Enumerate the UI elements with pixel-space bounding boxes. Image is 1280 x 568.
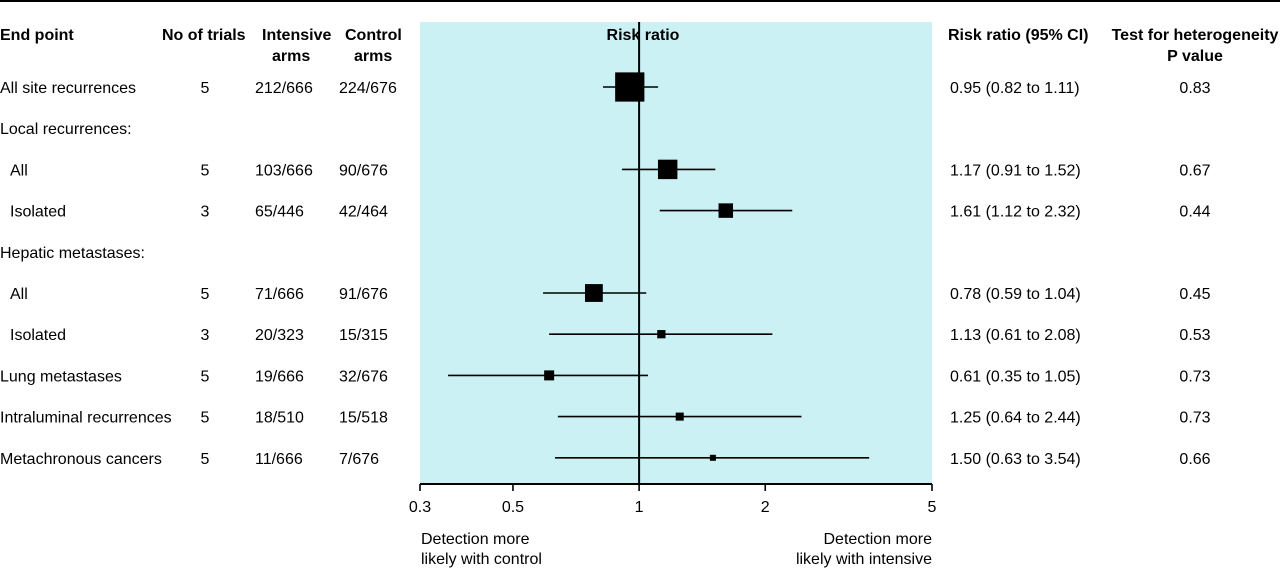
row-3-label: Isolated (10, 204, 66, 221)
row-4-label: Hepatic metastases: (0, 245, 145, 262)
row-9-no-of-trials: 5 (201, 451, 210, 468)
header-control-arms-line2: arms (354, 48, 392, 65)
row-2-heterogeneity-p: 0.67 (1179, 162, 1210, 179)
row-7-rr-ci-text: 0.61 (0.35 to 1.05) (950, 368, 1081, 385)
row-0-heterogeneity-p: 0.83 (1179, 80, 1210, 97)
row-6-intensive-arms: 20/323 (255, 327, 304, 344)
row-8-intensive-arms: 18/510 (255, 410, 304, 427)
row-8-rr-ci-text: 1.25 (0.64 to 2.44) (950, 410, 1081, 427)
top-rule (0, 0, 1280, 2)
x-tick-label-0: 0.3 (409, 499, 431, 516)
row-2-no-of-trials: 5 (201, 162, 210, 179)
row-5-no-of-trials: 5 (201, 286, 210, 303)
left-annotation-line2: likely with control (421, 551, 542, 568)
header-no-of-trials: No of trials (162, 27, 246, 44)
axis-annotations: Detection more likely with control Detecti… (421, 531, 932, 568)
row-2-rr-ci-text: 1.17 (0.91 to 1.52) (950, 162, 1081, 179)
row-6-label: Isolated (10, 327, 66, 344)
row-8-heterogeneity-p: 0.73 (1179, 410, 1210, 427)
row-1-label: Local recurrences: (0, 121, 132, 138)
row-2-point-estimate (657, 159, 678, 180)
row-0-no-of-trials: 5 (201, 80, 210, 97)
row-5-label: All (10, 286, 28, 303)
chart-marks (448, 72, 870, 461)
row-7-label: Lung metastases (0, 368, 122, 385)
row-6-no-of-trials: 3 (201, 327, 210, 344)
row-9-rr-ci-text: 1.50 (0.63 to 3.54) (950, 451, 1081, 468)
row-2-control-arms: 90/676 (339, 162, 388, 179)
row-6-rr-ci-text: 1.13 (0.61 to 2.08) (950, 327, 1081, 344)
x-tick-label-2: 1 (635, 499, 644, 516)
row-5-heterogeneity-p: 0.45 (1179, 286, 1210, 303)
row-3-no-of-trials: 3 (201, 204, 210, 221)
row-0-label: All site recurrences (0, 80, 136, 97)
row-8-point-estimate (675, 412, 684, 421)
row-7-point-estimate (544, 370, 555, 381)
row-3-heterogeneity-p: 0.44 (1179, 204, 1210, 221)
row-3-rr-ci-text: 1.61 (1.12 to 2.32) (950, 204, 1081, 221)
row-9-intensive-arms: 11/666 (255, 451, 303, 468)
table-rows: All site recurrences 5 212/666 224/676 0.95 … (0, 80, 1211, 468)
left-annotation-line1: Detection more (421, 531, 530, 548)
row-3-control-arms: 42/464 (339, 204, 388, 221)
row-6-point-estimate (657, 330, 666, 339)
row-6-control-arms: 15/315 (339, 327, 388, 344)
header-intensive-arms-line2: arms (272, 48, 310, 65)
row-9-control-arms: 7/676 (339, 451, 379, 468)
row-3-intensive-arms: 65/446 (255, 204, 304, 221)
row-5-point-estimate (584, 284, 603, 302)
row-9-heterogeneity-p: 0.66 (1179, 451, 1210, 468)
row-9-point-estimate (709, 454, 716, 461)
header-risk-ratio-ci: Risk ratio (95% CI) (948, 27, 1088, 44)
row-9-label: Metachronous cancers (0, 451, 162, 468)
x-axis: 0.3 0.5 1 2 5 (409, 483, 937, 516)
row-8-label: Intraluminal recurrences (0, 410, 172, 427)
header-end-point: End point (0, 27, 74, 44)
x-tick-label-4: 5 (928, 499, 937, 516)
row-0-control-arms: 224/676 (339, 80, 397, 97)
row-5-control-arms: 91/676 (339, 286, 388, 303)
row-8-control-arms: 15/518 (339, 410, 388, 427)
row-0-rr-ci-text: 0.95 (0.82 to 1.11) (950, 80, 1080, 97)
x-tick-label-1: 0.5 (502, 499, 524, 516)
row-5-intensive-arms: 71/666 (255, 286, 304, 303)
row-7-control-arms: 32/676 (339, 368, 388, 385)
right-annotation-line2: likely with intensive (796, 551, 932, 568)
row-5-rr-ci-text: 0.78 (0.59 to 1.04) (950, 286, 1081, 303)
row-7-intensive-arms: 19/666 (255, 368, 304, 385)
row-2-intensive-arms: 103/666 (255, 162, 313, 179)
right-annotation-line1: Detection more (824, 531, 933, 548)
x-tick-label-3: 2 (761, 499, 770, 516)
row-0-intensive-arms: 212/666 (255, 80, 313, 97)
plot-background-panel (420, 22, 932, 484)
row-0-point-estimate (615, 72, 645, 102)
header-intensive-arms-line1: Intensive (262, 27, 331, 44)
header-control-arms-line1: Control (345, 27, 402, 44)
header-heterogeneity-line2: P value (1167, 48, 1223, 65)
header-heterogeneity-line1: Test for heterogeneity (1112, 27, 1279, 44)
header-risk-ratio: Risk ratio (607, 27, 680, 44)
row-2-label: All (10, 162, 28, 179)
row-8-no-of-trials: 5 (201, 410, 210, 427)
row-3-point-estimate (718, 203, 734, 218)
row-7-no-of-trials: 5 (201, 368, 210, 385)
row-6-heterogeneity-p: 0.53 (1179, 327, 1210, 344)
row-7-heterogeneity-p: 0.73 (1179, 368, 1210, 385)
